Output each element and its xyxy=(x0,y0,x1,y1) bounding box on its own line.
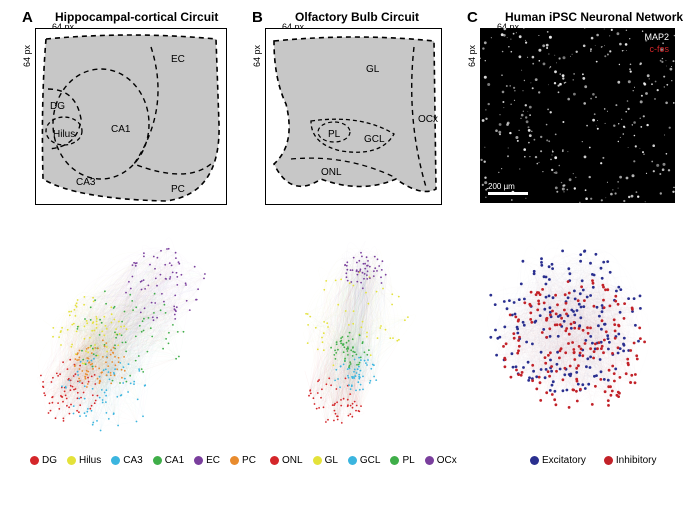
legend-item-inhibitory: Inhibitory xyxy=(604,455,657,466)
region-label-gcl: GCL xyxy=(364,134,385,145)
panel-c-legend: Excitatory Inhibitory xyxy=(530,455,656,466)
legend-item-ec: EC xyxy=(194,455,220,466)
panel-c-label: C xyxy=(467,9,478,26)
region-label-ocx: OCx xyxy=(418,114,438,125)
panel-b-dim-y: 64 px xyxy=(252,45,262,67)
legend-item-gl: GL xyxy=(313,455,338,466)
panel-c-dim-y: 64 px xyxy=(467,45,477,67)
region-label-dg: DG xyxy=(50,101,65,112)
legend-item-excitatory: Excitatory xyxy=(530,455,586,466)
region-label-ca3: CA3 xyxy=(76,177,95,188)
region-label-ec: EC xyxy=(171,54,185,65)
region-label-ca1: CA1 xyxy=(111,124,130,135)
panel-b-label: B xyxy=(252,9,263,26)
panel-a-label: A xyxy=(22,9,33,26)
legend-item-ocx: OCx xyxy=(425,455,457,466)
micrograph-scalebar xyxy=(488,192,528,195)
panel-c-micrograph: MAP2 c-fos 200 µm xyxy=(480,28,675,203)
legend-item-pl: PL xyxy=(390,455,414,466)
region-label-pc: PC xyxy=(171,184,185,195)
legend-item-hilus: Hilus xyxy=(67,455,101,466)
region-label-pl: PL xyxy=(328,129,340,140)
legend-item-ca1: CA1 xyxy=(153,455,184,466)
micrograph-scalebar-text: 200 µm xyxy=(488,182,515,191)
micrograph-marker-map2: MAP2 xyxy=(644,32,669,42)
panel-b-legend: ONL GL GCL PL OCx xyxy=(270,455,457,466)
legend-item-onl: ONL xyxy=(270,455,303,466)
panel-b-title: Olfactory Bulb Circuit xyxy=(295,10,419,24)
panel-a-dim-y: 64 px xyxy=(22,45,32,67)
legend-item-gcl: GCL xyxy=(348,455,381,466)
legend-item-dg: DG xyxy=(30,455,57,466)
panel-a-legend: DG Hilus CA3 CA1 EC PC xyxy=(30,455,256,466)
panel-a-network xyxy=(20,225,235,445)
region-label-onl: ONL xyxy=(321,167,342,178)
legend-item-ca3: CA3 xyxy=(111,455,142,466)
figure: A Hippocampal-cortical Circuit 64 px 64 … xyxy=(0,0,700,505)
panel-b-schematic: GL OCx PL GCL ONL xyxy=(265,28,442,205)
micrograph-marker-cfos: c-fos xyxy=(649,44,669,54)
panel-a-schematic: EC DG Hilus CA1 CA3 PC xyxy=(35,28,227,205)
panel-c-network xyxy=(470,225,685,445)
region-label-gl: GL xyxy=(366,64,379,75)
panel-a-title: Hippocampal-cortical Circuit xyxy=(55,10,218,24)
panel-c-title: Human iPSC Neuronal Network xyxy=(505,10,683,24)
region-label-hilus: Hilus xyxy=(53,129,75,140)
panel-b-network xyxy=(260,225,445,445)
legend-item-pc: PC xyxy=(230,455,256,466)
